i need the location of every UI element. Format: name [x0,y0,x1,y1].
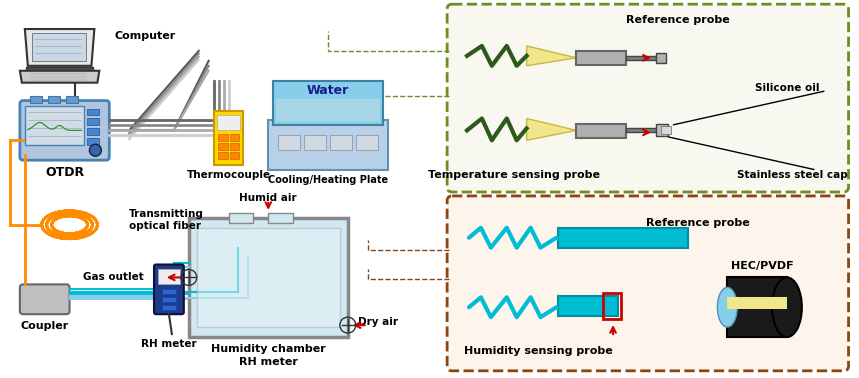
FancyBboxPatch shape [448,4,849,192]
FancyBboxPatch shape [162,297,176,302]
FancyBboxPatch shape [576,51,626,65]
FancyBboxPatch shape [229,134,240,141]
FancyBboxPatch shape [268,213,293,223]
FancyBboxPatch shape [214,110,243,165]
FancyBboxPatch shape [162,305,176,310]
Ellipse shape [772,277,801,337]
Text: Temperature sensing probe: Temperature sensing probe [428,170,600,180]
Text: Silicone oil: Silicone oil [755,83,819,93]
FancyBboxPatch shape [626,56,655,60]
Text: Coupler: Coupler [21,321,69,331]
FancyBboxPatch shape [273,81,382,125]
Polygon shape [527,118,576,140]
Text: Transmitting
optical fiber: Transmitting optical fiber [129,209,204,231]
Text: Gas outlet: Gas outlet [83,273,144,282]
FancyBboxPatch shape [20,284,70,314]
FancyBboxPatch shape [277,99,380,122]
FancyBboxPatch shape [26,67,94,71]
FancyBboxPatch shape [661,126,671,134]
Text: Humidity chamber: Humidity chamber [211,344,326,354]
FancyBboxPatch shape [268,121,387,170]
Text: Cooling/Heating Plate: Cooling/Heating Plate [268,175,388,185]
FancyBboxPatch shape [356,135,378,150]
FancyBboxPatch shape [558,296,618,316]
FancyBboxPatch shape [728,277,787,337]
FancyBboxPatch shape [32,33,87,61]
FancyBboxPatch shape [189,218,348,337]
Polygon shape [527,46,576,66]
FancyBboxPatch shape [217,152,228,159]
FancyBboxPatch shape [728,297,787,309]
FancyBboxPatch shape [197,228,340,327]
Polygon shape [25,29,94,66]
Text: Humidity sensing probe: Humidity sensing probe [464,346,613,356]
Text: HEC/PVDF: HEC/PVDF [731,260,794,271]
FancyBboxPatch shape [88,108,100,115]
FancyBboxPatch shape [48,96,59,102]
FancyBboxPatch shape [217,143,228,150]
Text: RH meter: RH meter [141,339,197,349]
FancyBboxPatch shape [88,118,100,125]
Ellipse shape [717,287,737,327]
FancyBboxPatch shape [216,115,241,130]
FancyBboxPatch shape [558,228,687,248]
Text: Thermocouple: Thermocouple [186,170,271,180]
Text: RH meter: RH meter [239,357,298,367]
FancyBboxPatch shape [229,152,240,159]
FancyBboxPatch shape [158,270,180,284]
Text: Computer: Computer [114,31,175,41]
FancyBboxPatch shape [278,135,300,150]
FancyBboxPatch shape [330,135,351,150]
Text: Humid air: Humid air [240,193,297,203]
FancyBboxPatch shape [88,138,100,145]
FancyBboxPatch shape [154,265,184,314]
Text: Stainless steel cap: Stainless steel cap [736,170,847,180]
FancyBboxPatch shape [304,135,326,150]
FancyBboxPatch shape [448,196,849,371]
FancyBboxPatch shape [162,289,176,294]
Text: OTDR: OTDR [45,166,84,179]
FancyBboxPatch shape [576,124,626,138]
FancyBboxPatch shape [228,213,253,223]
FancyBboxPatch shape [65,96,77,102]
FancyBboxPatch shape [655,124,667,136]
FancyBboxPatch shape [88,129,100,135]
Text: Reference probe: Reference probe [646,218,749,228]
FancyBboxPatch shape [229,143,240,150]
FancyBboxPatch shape [25,105,84,145]
FancyBboxPatch shape [20,101,109,160]
Polygon shape [20,71,100,83]
FancyBboxPatch shape [655,53,666,63]
Circle shape [89,144,101,156]
Text: Dry air: Dry air [357,317,398,327]
FancyBboxPatch shape [217,134,228,141]
FancyBboxPatch shape [30,96,42,102]
FancyBboxPatch shape [626,129,655,132]
Text: Reference probe: Reference probe [625,15,729,25]
Text: Water: Water [307,84,349,97]
